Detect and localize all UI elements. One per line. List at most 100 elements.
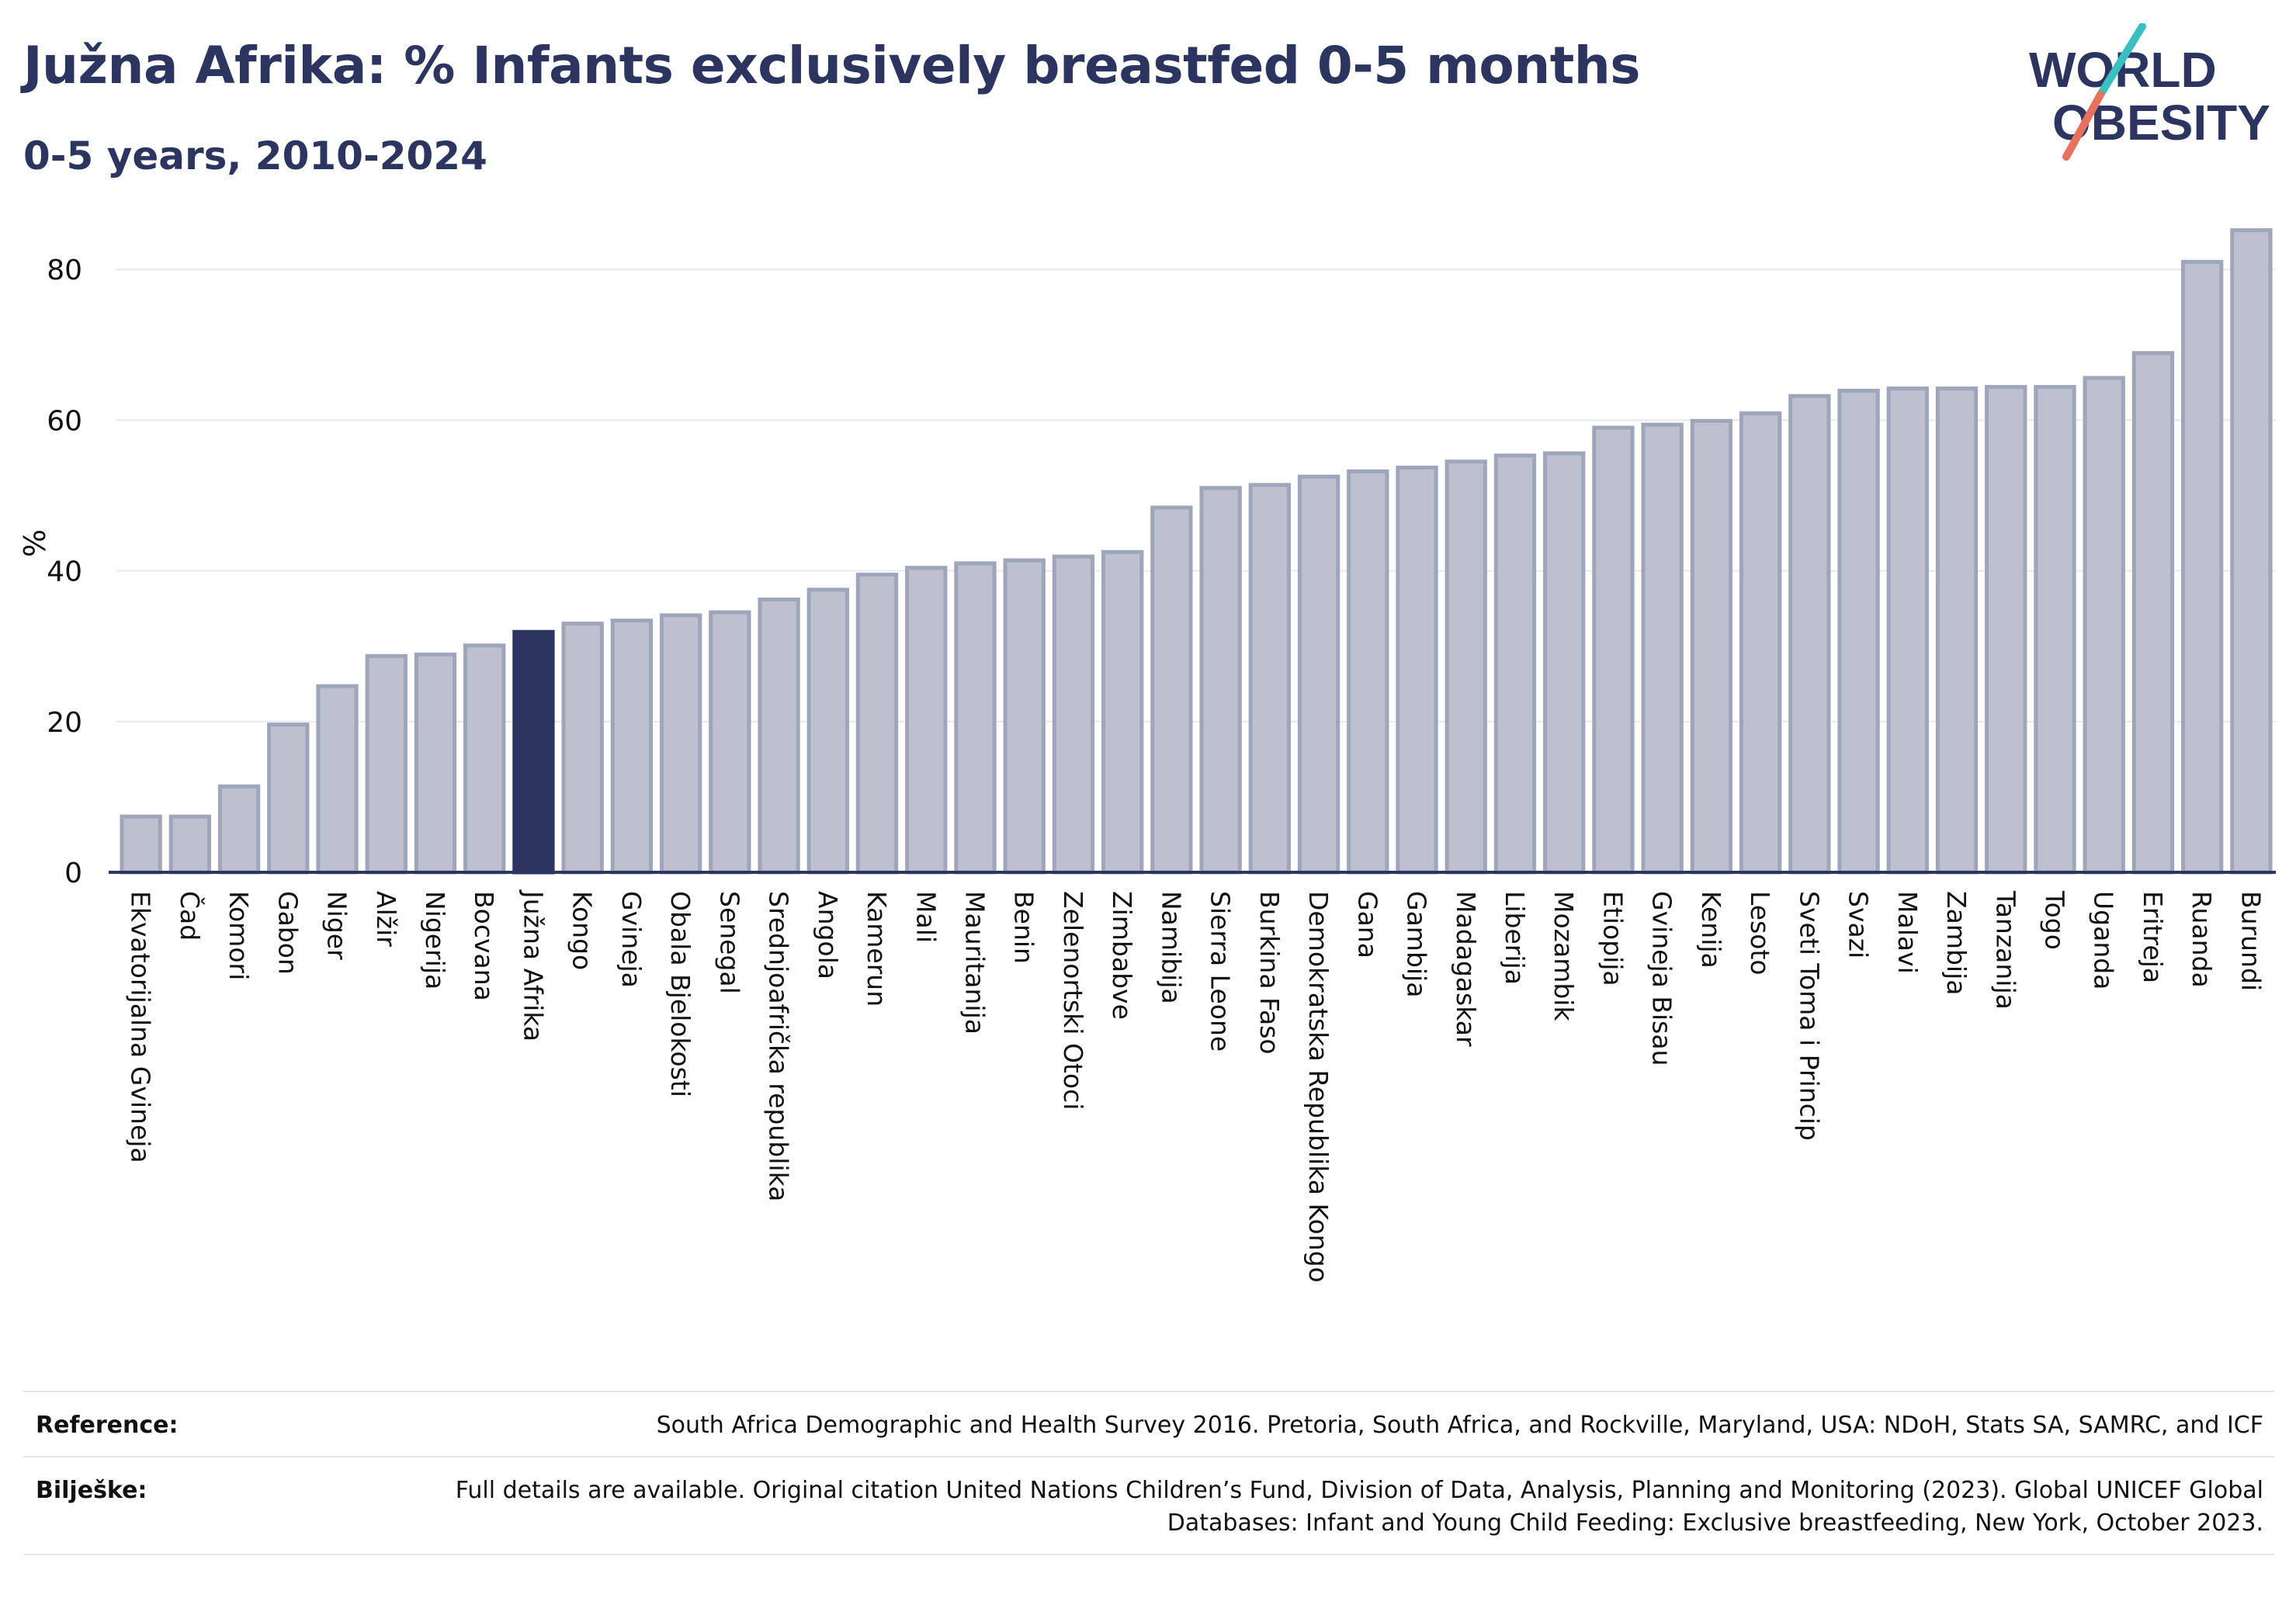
bar-highlight <box>512 629 555 875</box>
world-obesity-logo: WORLD OBESITY <box>2029 23 2270 161</box>
x-tick-label: Komori <box>224 891 254 980</box>
x-tick-label: Zimbabve <box>1107 891 1137 1020</box>
x-tick-label: Lesoto <box>1745 891 1775 976</box>
bar <box>1985 385 2027 875</box>
page-title: Južna Afrika: % Infants exclusively brea… <box>23 36 1641 95</box>
bar <box>2230 228 2273 875</box>
bar <box>1101 549 1144 875</box>
bar <box>1886 386 1929 875</box>
bar <box>463 643 506 875</box>
bar <box>905 566 948 875</box>
label-layer: Ekvatorijalna Gvineja Čad Komori Gabon Niger… <box>126 889 2267 1283</box>
x-tick-label: Kongo <box>567 891 598 970</box>
bar <box>2181 259 2224 875</box>
bar <box>316 684 359 875</box>
x-tick-label: Čad <box>175 891 206 941</box>
x-tick-label: Gvineja Bisau <box>1647 891 1677 1066</box>
x-tick-label: Mali <box>910 891 941 943</box>
y-tick-label: 40 <box>47 556 82 588</box>
notes-label: Bilješke: <box>36 1477 147 1504</box>
x-tick-label: Burundi <box>2235 891 2266 991</box>
x-tick-label: Ekvatorijalna Gvineja <box>126 891 156 1163</box>
x-tick-label: Bocvana <box>469 891 499 1001</box>
x-tick-label: Gabon <box>272 891 303 975</box>
x-tick-label: Gambija <box>1402 891 1432 997</box>
notes-row: Bilješke: Full details are available. Or… <box>23 1456 2274 1555</box>
reference-text: South Africa Demographic and Health Surv… <box>656 1412 2263 1439</box>
y-tick-label: 60 <box>47 405 82 437</box>
x-tick-label: Tanzanija <box>1990 890 2020 1010</box>
x-tick-label: Nigerija <box>420 891 450 989</box>
bar <box>1052 554 1095 875</box>
x-tick-label: Zambija <box>1941 891 1972 995</box>
x-tick-label: Kenija <box>1696 891 1726 969</box>
bar <box>217 784 261 875</box>
y-tick-label: 20 <box>47 707 82 739</box>
page-subtitle: 0-5 years, 2010-2024 <box>23 133 487 178</box>
reference-label: Reference: <box>36 1412 179 1439</box>
bar <box>806 587 849 875</box>
bar <box>1396 466 1438 875</box>
bar <box>1543 451 1586 875</box>
bar-chart: 0 20 40 60 80 Ekvatorijalna Gvineja Čad Komori… <box>18 228 2276 1283</box>
bar <box>1592 425 1635 875</box>
x-tick-label: Sveti Toma i Princip <box>1794 891 1824 1141</box>
bar <box>1445 459 1487 875</box>
bar <box>414 652 457 875</box>
x-tick-label: Madagaskar <box>1451 891 1481 1047</box>
y-axis-label: % <box>18 529 52 557</box>
bar <box>561 622 604 875</box>
bar <box>1788 393 1831 875</box>
x-tick-label: Togo <box>2039 890 2069 950</box>
x-tick-label: Malavi <box>1892 891 1923 974</box>
x-tick-label: Liberija <box>1500 891 1530 985</box>
bar <box>1690 418 1733 875</box>
x-tick-label: Namibija <box>1156 891 1186 1004</box>
reference-row: Reference: South Africa Demographic and … <box>23 1391 2274 1456</box>
notes-text: Full details are available. Original cit… <box>455 1477 2263 1537</box>
x-tick-label: Južna Afrika <box>518 889 548 1041</box>
bar <box>758 597 800 875</box>
bar <box>1739 411 1782 875</box>
bar <box>954 561 997 875</box>
x-tick-label: Uganda <box>2089 891 2119 989</box>
bar <box>1199 486 1242 875</box>
bar <box>709 610 751 875</box>
x-tick-label: Demokratska Republika Kongo <box>1303 891 1334 1283</box>
logo-coral-slash <box>2062 91 2104 161</box>
bar <box>1493 453 1537 875</box>
x-tick-label: Mauritanija <box>959 891 990 1035</box>
bar <box>1837 388 1880 875</box>
bar <box>1935 386 1979 875</box>
x-tick-label: Angola <box>813 891 843 979</box>
bar <box>610 619 654 875</box>
x-tick-label: Mozambik <box>1549 891 1579 1021</box>
x-tick-label: Eritreja <box>2138 891 2168 983</box>
bar <box>1248 483 1291 875</box>
x-tick-label: Burkina Faso <box>1254 891 1285 1055</box>
x-tick-label: Senegal <box>714 891 744 994</box>
axis-layer: 0 20 40 60 80 <box>47 255 2276 889</box>
bar <box>168 814 211 875</box>
y-tick-label: 0 <box>64 858 82 889</box>
x-tick-label: Obala Bjelokosti <box>665 891 695 1097</box>
x-tick-label: Benin <box>1009 891 1039 964</box>
bar <box>1347 469 1389 875</box>
logo-teal-slash <box>2097 23 2146 99</box>
bar <box>267 723 310 875</box>
x-tick-label: Gana <box>1352 891 1382 958</box>
x-tick-label: Svazi <box>1843 891 1874 958</box>
x-tick-label: Niger <box>322 891 352 960</box>
bar <box>659 613 702 875</box>
bar <box>1641 422 1684 875</box>
bar-layer <box>120 228 2273 875</box>
bar <box>365 653 408 875</box>
x-tick-label: Alžir <box>371 891 401 947</box>
x-tick-label: Kamerun <box>862 891 892 1007</box>
bar <box>2034 385 2076 875</box>
x-tick-label: Zelenortski Otoci <box>1058 891 1088 1110</box>
bar <box>1003 558 1046 875</box>
bar <box>1150 505 1193 875</box>
bar <box>120 814 162 875</box>
bar <box>1297 474 1340 875</box>
